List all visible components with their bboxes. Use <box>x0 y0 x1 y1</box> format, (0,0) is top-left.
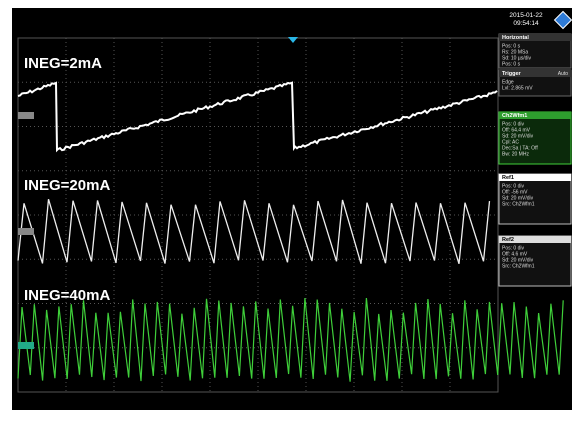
clock-time: 09:54:14 <box>513 20 539 27</box>
panel-line: Pos: 0 s <box>502 61 521 67</box>
ref-marker <box>18 228 34 235</box>
panel-line: Src: Ch2Wfm1 <box>502 201 535 207</box>
trace-label: INEG=20mA <box>24 177 110 194</box>
trace-label: INEG=40mA <box>24 287 110 304</box>
panel-line: Src: Ch2Wfm1 <box>502 263 535 269</box>
panel-title: Ch2Wfm1 <box>502 113 527 119</box>
panel-line: Lvl: 2.865 mV <box>502 85 533 91</box>
panel-line: Bw: 20 MHz <box>502 151 529 157</box>
panel-title: Horizontal <box>502 35 529 41</box>
clock-date: 2015-01-22 <box>509 12 543 19</box>
panel-title: Trigger <box>502 71 522 77</box>
trace-label: INEG=2mA <box>24 55 102 72</box>
ref-marker <box>18 342 34 349</box>
panel-title: Ref1 <box>502 175 514 181</box>
oscilloscope-screen: INEG=2mA INEG=20mA INEG=40mA 2015-01-22 … <box>0 0 581 428</box>
ref-marker <box>18 112 34 119</box>
trigger-mode: Auto <box>558 71 569 77</box>
panel-title: Ref2 <box>502 237 514 243</box>
